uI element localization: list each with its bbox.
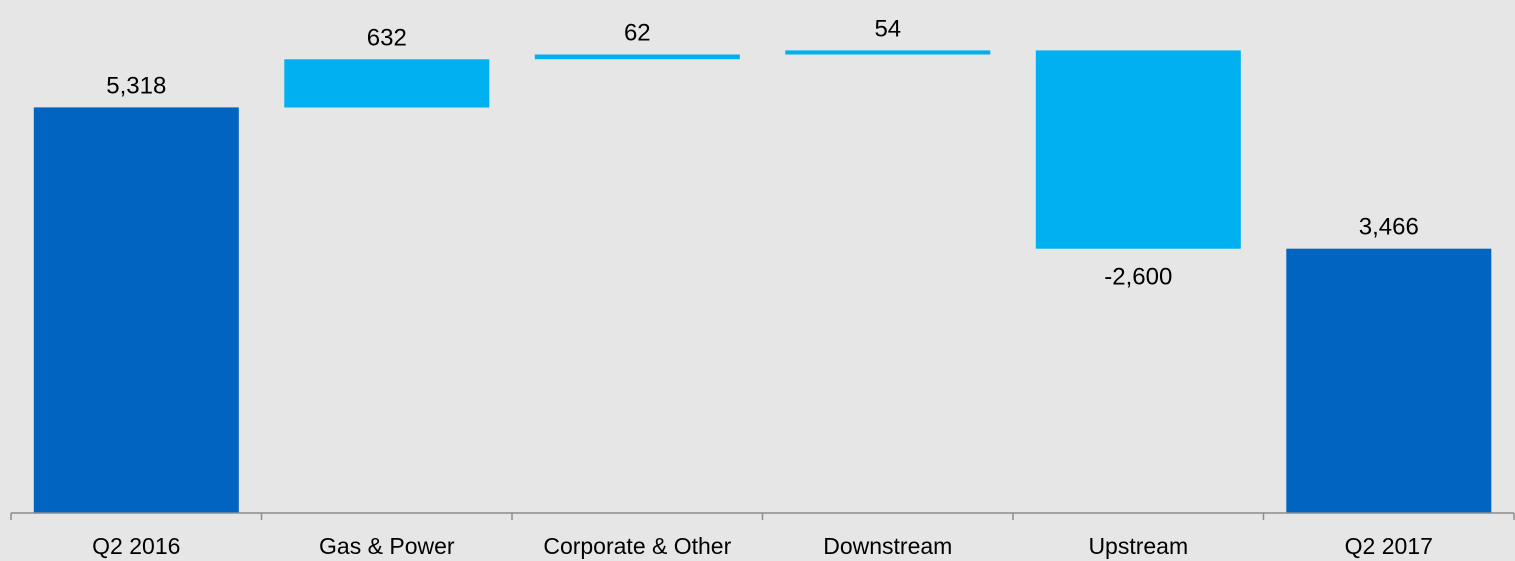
value-label-1: 632 <box>367 24 407 51</box>
bar-4 <box>1035 50 1241 249</box>
value-label-4: -2,600 <box>1104 264 1172 291</box>
bar-1 <box>284 59 490 108</box>
category-label-5: Q2 2017 <box>1345 533 1433 559</box>
category-label-1: Gas & Power <box>319 533 455 559</box>
bar-0 <box>33 107 239 514</box>
bar-3 <box>785 50 991 55</box>
bar-2 <box>534 54 740 60</box>
value-label-3: 54 <box>874 15 901 42</box>
x-axis <box>10 512 1515 520</box>
category-labels-layer: Q2 2016 Gas & Power Corporate & Other Downs… <box>92 533 1433 559</box>
bars-layer <box>33 50 1492 514</box>
value-label-2: 62 <box>624 20 651 47</box>
value-labels-layer: 5,318 632 62 54 -2,600 3,466 <box>106 15 1419 290</box>
value-label-0: 5,318 <box>106 72 166 99</box>
bar-5 <box>1286 248 1492 513</box>
category-label-4: Upstream <box>1088 533 1188 559</box>
value-label-5: 3,466 <box>1359 214 1419 241</box>
category-label-0: Q2 2016 <box>92 533 180 559</box>
category-label-2: Corporate & Other <box>543 533 731 559</box>
category-label-3: Downstream <box>823 533 952 559</box>
